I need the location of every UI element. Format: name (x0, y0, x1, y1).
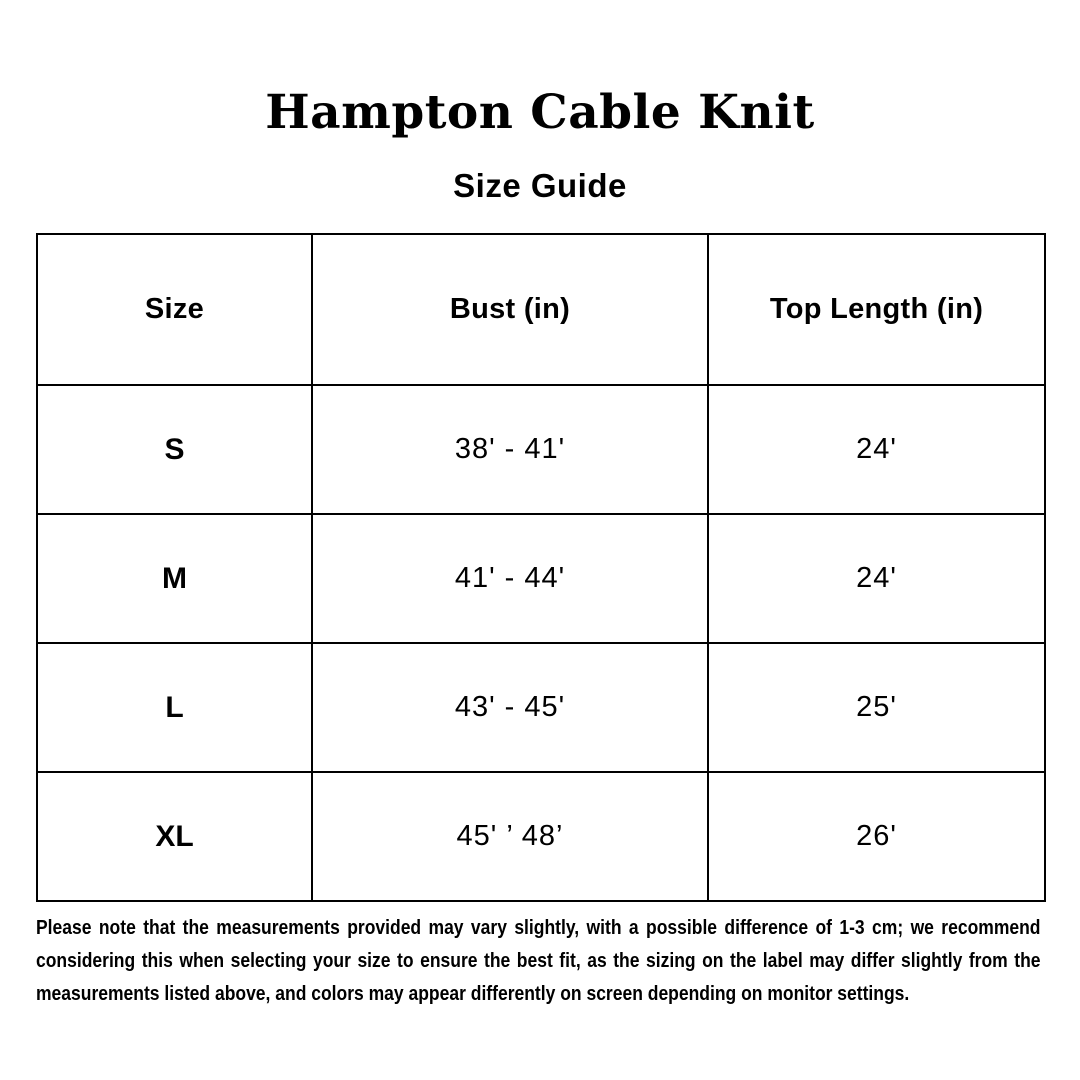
bust-value: 38' - 41' (311, 384, 709, 515)
size-label: M (36, 513, 313, 644)
table-row-l: L 43' - 45' 25' (36, 642, 1046, 773)
column-header-top-length: Top Length (in) (707, 233, 1046, 386)
table-row-xl: XL 45' ’ 48’ 26' (36, 771, 1046, 902)
bust-value: 45' ’ 48’ (311, 771, 709, 902)
top-length-value: 24' (707, 513, 1046, 644)
size-label: L (36, 642, 313, 773)
bust-value: 43' - 45' (311, 642, 709, 773)
table-header-row: Size Bust (in) Top Length (in) (36, 233, 1046, 386)
measurement-note: Please note that the measurements provid… (36, 917, 1041, 1005)
top-length-value: 24' (707, 384, 1046, 515)
size-label: S (36, 384, 313, 515)
table-row-s: S 38' - 41' 24' (36, 384, 1046, 515)
column-header-bust: Bust (in) (311, 233, 709, 386)
size-table: Size Bust (in) Top Length (in) S 38' - 4… (36, 233, 1046, 902)
table-row-m: M 41' - 44' 24' (36, 513, 1046, 644)
size-guide-heading: Size Guide (453, 167, 627, 204)
top-length-value: 26' (707, 771, 1046, 902)
size-label: XL (36, 771, 313, 902)
column-header-size: Size (36, 233, 313, 386)
bust-value: 41' - 44' (311, 513, 709, 644)
top-length-value: 25' (707, 642, 1046, 773)
product-title: Hampton Cable Knit (265, 85, 815, 140)
